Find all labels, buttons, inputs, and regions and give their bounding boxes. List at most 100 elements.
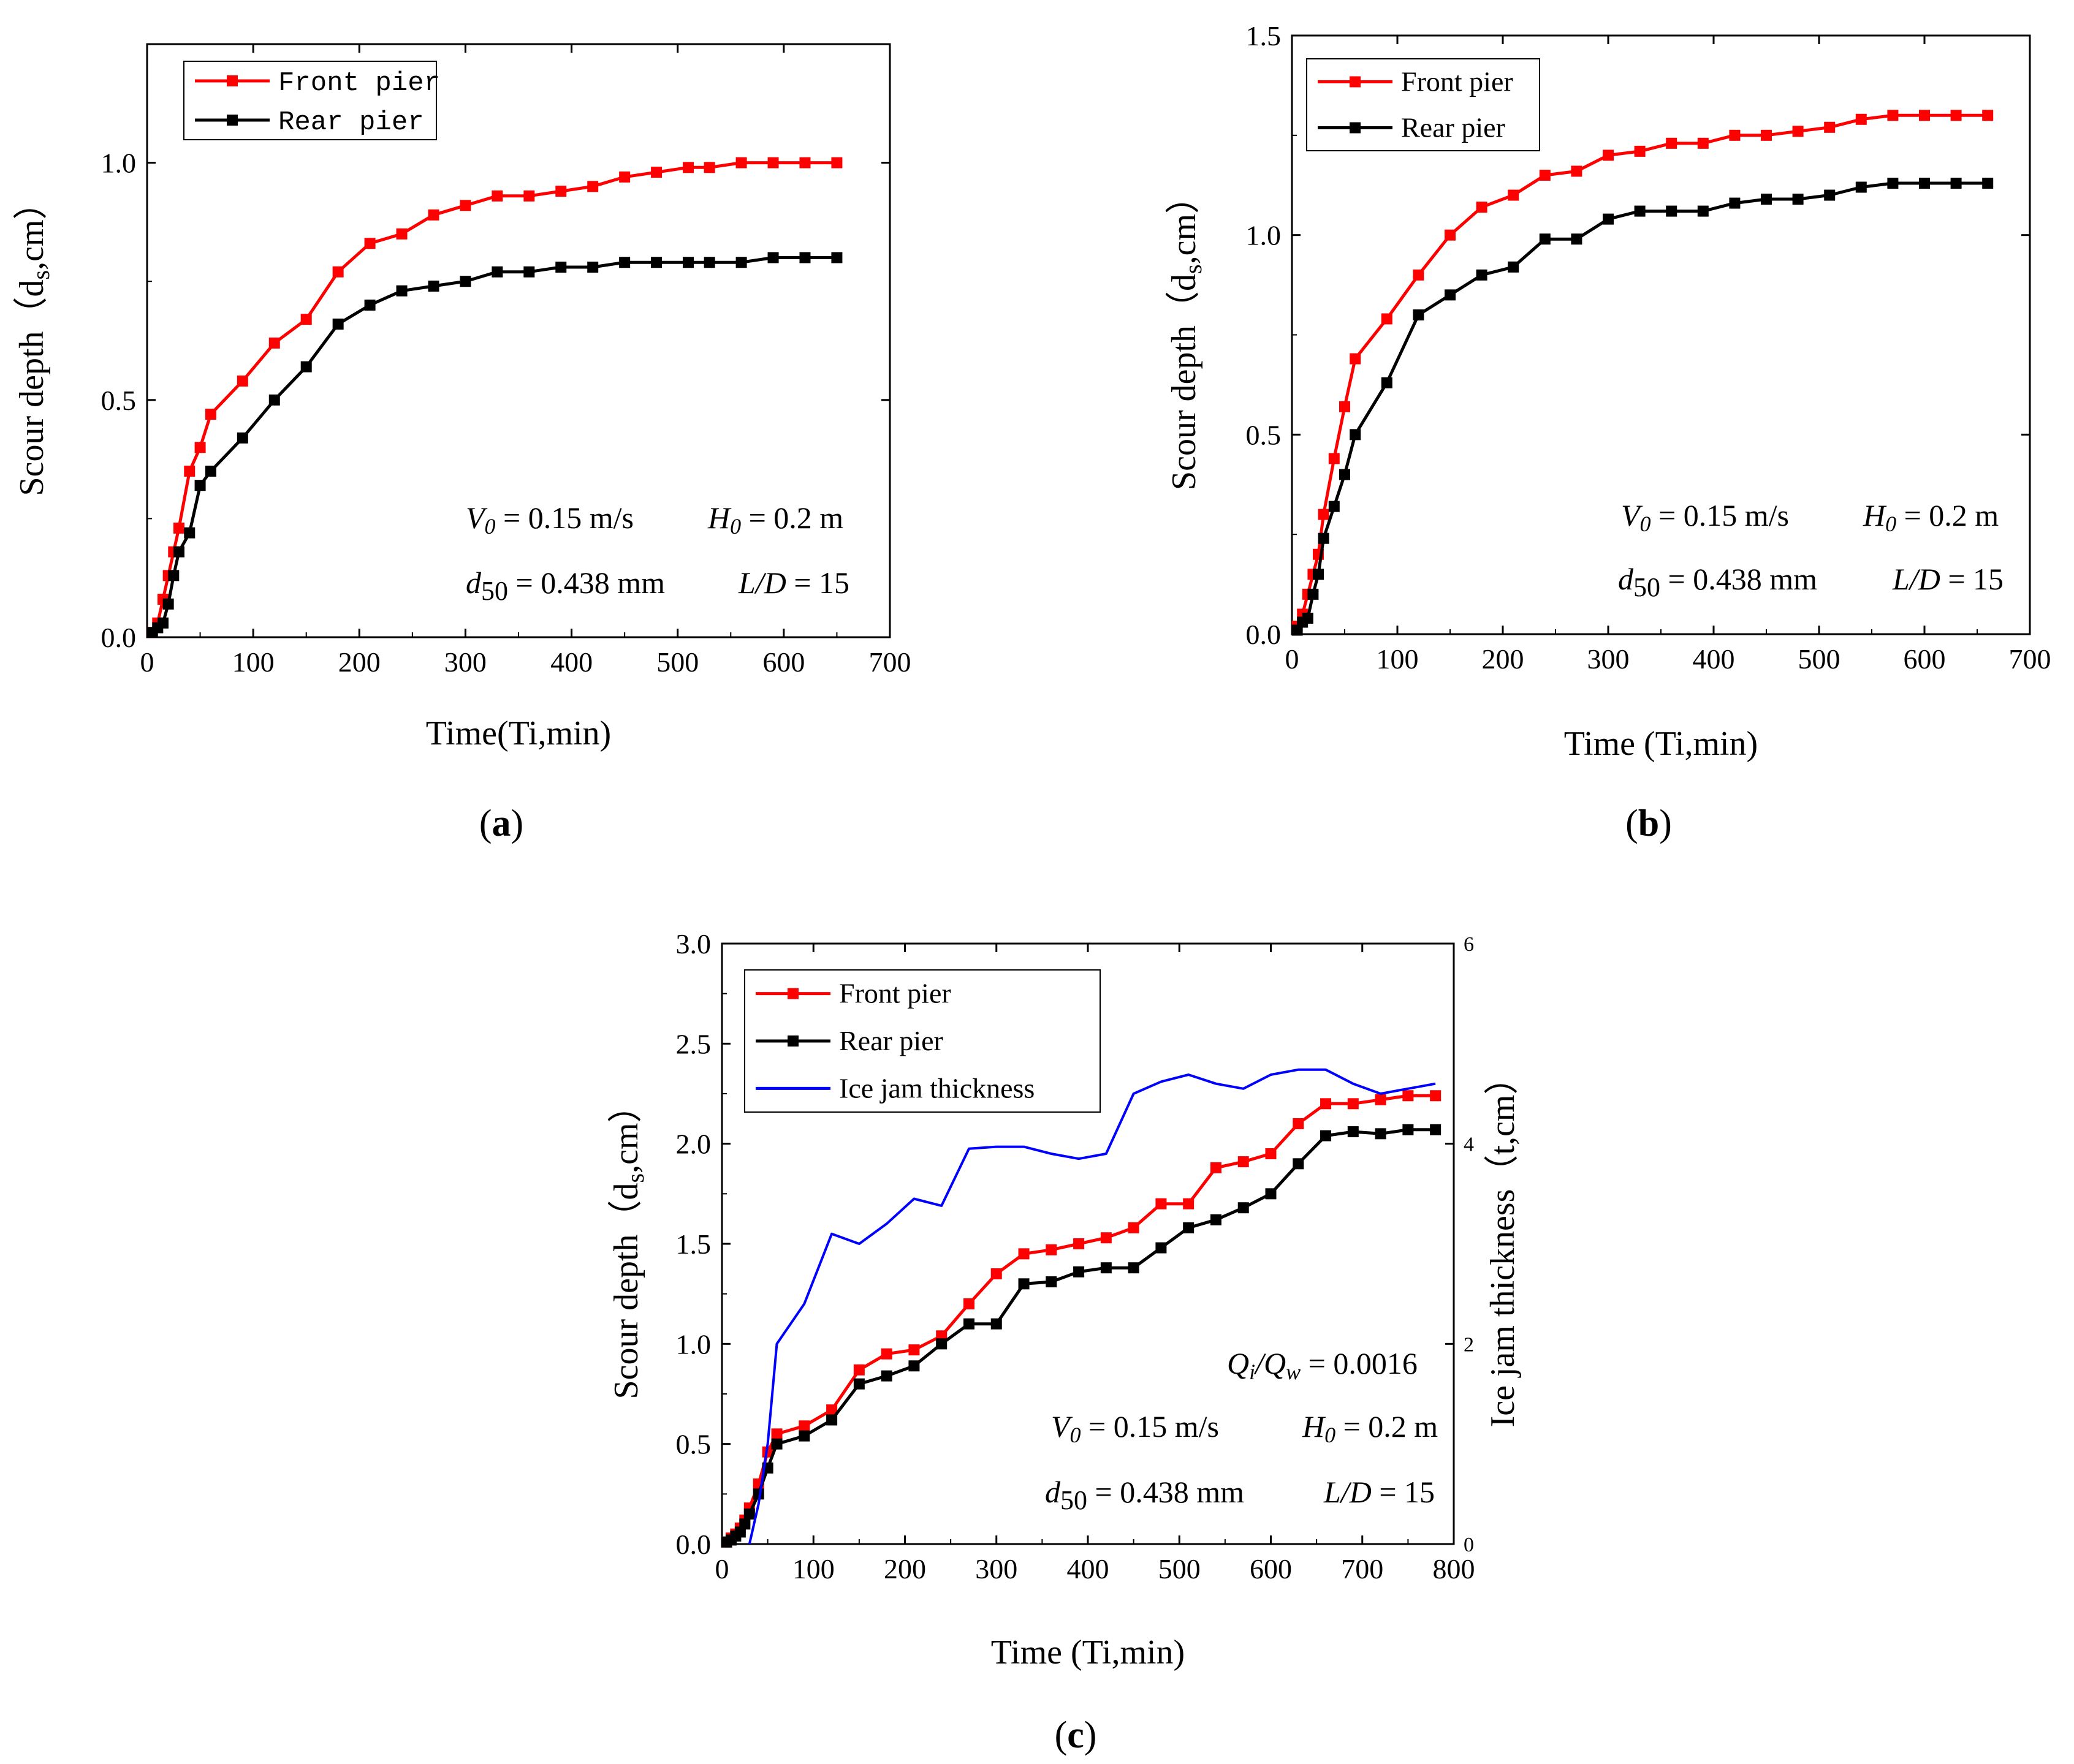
x-tick-label-a-0: 0	[140, 646, 154, 678]
data-point-c-rear-pier-21	[1128, 1262, 1139, 1274]
chart-panel-b: 0 100 200 300 400 500 600 7000.00.51.01.5Front …	[1165, 20, 2051, 763]
data-point-c-rear-pier-10	[826, 1414, 838, 1426]
data-point-a-front-pier-18	[523, 190, 535, 202]
data-point-b-rear-pier-6	[1328, 501, 1340, 512]
data-point-a-rear-pier-7	[194, 480, 206, 491]
data-point-c-rear-pier-12	[881, 1370, 892, 1382]
annotation-h-sub-a: 0	[730, 514, 741, 539]
annotation-h-sub-b: 0	[1885, 512, 1896, 536]
data-point-c-front-pier-15	[963, 1298, 974, 1309]
data-point-b-rear-pier-11	[1445, 289, 1456, 301]
data-point-c-front-pier-8	[771, 1428, 783, 1440]
x-tick-label-a-7: 700	[869, 646, 911, 678]
data-point-b-rear-pier-15	[1571, 233, 1582, 245]
y-axis-title-c: Scour depth（ds,cm）	[607, 1088, 649, 1399]
y-axis-title-right-c: Ice jam thickness（t,cm）	[1484, 1061, 1522, 1428]
data-point-b-rear-pier-5	[1318, 532, 1329, 544]
data-point-a-rear-pier-27	[799, 252, 811, 263]
series-line-c-ice-jam-thickness	[748, 1068, 1436, 1545]
data-point-b-front-pier-26	[1919, 110, 1930, 121]
data-point-c-rear-pier-24	[1210, 1214, 1221, 1225]
data-point-a-front-pier-7	[194, 442, 206, 453]
data-point-a-rear-pier-10	[268, 394, 280, 406]
data-point-a-rear-pier-11	[300, 361, 312, 373]
data-point-b-rear-pier-22	[1792, 194, 1804, 205]
data-point-a-rear-pier-15	[428, 280, 439, 292]
annotation-ld-label-a: L/D	[738, 566, 786, 600]
y-tick-label-a-0: 0.0	[101, 622, 137, 653]
data-point-b-front-pier-16	[1603, 150, 1614, 161]
x-tick-label-c-1: 100	[792, 1553, 835, 1584]
data-point-b-front-pier-5	[1318, 509, 1329, 520]
annotation-h-sub-c: 0	[1324, 1423, 1335, 1447]
data-point-c-rear-pier-25	[1237, 1202, 1249, 1214]
data-point-a-rear-pier-2	[157, 617, 169, 629]
annotation-v-a: V	[466, 501, 488, 535]
data-point-b-rear-pier-17	[1634, 205, 1646, 217]
data-point-a-rear-pier-22	[651, 257, 663, 268]
data-point-c-front-pier-18	[1046, 1244, 1057, 1255]
x-tick-label-b-3: 300	[1587, 643, 1630, 675]
annotation-d-sub-b: 50	[1633, 572, 1660, 602]
data-point-a-front-pier-6	[184, 465, 196, 477]
data-point-b-front-pier-27	[1950, 110, 1962, 121]
data-point-c-rear-pier-30	[1375, 1128, 1386, 1140]
data-point-c-rear-pier-16	[990, 1318, 1002, 1330]
data-point-c-front-pier-22	[1155, 1198, 1167, 1209]
x-axis-title-a: Time(Ti,min)	[426, 714, 611, 752]
data-point-b-rear-pier-18	[1666, 205, 1677, 217]
data-point-c-rear-pier-20	[1100, 1262, 1112, 1274]
data-point-a-front-pier-23	[683, 162, 694, 173]
data-point-a-rear-pier-8	[205, 465, 216, 477]
data-point-c-front-pier-29	[1347, 1098, 1359, 1110]
annotation-v-b: V	[1621, 498, 1643, 532]
data-point-a-rear-pier-4	[168, 570, 180, 581]
data-point-b-front-pier-22	[1792, 126, 1804, 137]
annotation-d-b: d	[1618, 562, 1634, 596]
x-tick-label-a-6: 600	[762, 646, 805, 678]
annotation-ld-val-a: = 15	[786, 566, 849, 600]
x-tick-label-c-4: 400	[1067, 1553, 1109, 1584]
legend-label-a-1: Rear pier	[278, 107, 424, 138]
y-axis-title-tail-b: ,cm）	[1165, 180, 1203, 264]
y-axis-title-tail-a: ,cm）	[13, 185, 51, 270]
annotation-q-c: Q	[1227, 1346, 1249, 1380]
legend-label-c-1: Rear pier	[839, 1025, 943, 1056]
annotation-velocity-b: V0 = 0.15 m/s	[1621, 498, 1789, 536]
x-tick-label-b-0: 0	[1285, 643, 1299, 675]
data-point-c-front-pier-11	[853, 1364, 865, 1376]
annotation-ld-a: L/D = 15	[738, 566, 849, 600]
data-point-b-front-pier-21	[1761, 129, 1772, 141]
y-tick-label-c-5: 2.5	[676, 1028, 712, 1059]
data-point-a-front-pier-15	[428, 209, 439, 221]
data-point-c-front-pier-32	[1430, 1090, 1442, 1102]
y-axis-title-a: Scour depth（ds,cm）	[13, 185, 55, 496]
data-point-a-rear-pier-14	[396, 285, 408, 297]
annotation-ld-val-b: = 15	[1940, 562, 2004, 596]
data-point-c-front-pier-16	[990, 1268, 1002, 1279]
data-point-b-front-pier-23	[1824, 121, 1836, 133]
data-point-c-front-pier-30	[1375, 1094, 1386, 1105]
data-point-a-front-pier-27	[799, 157, 811, 168]
data-point-a-front-pier-22	[651, 167, 663, 178]
data-point-c-front-pier-12	[881, 1348, 892, 1360]
y-right-tick-label-c-0: 0	[1464, 1534, 1474, 1556]
data-point-b-rear-pier-4	[1313, 569, 1324, 580]
data-point-b-rear-pier-3	[1307, 588, 1319, 600]
data-point-a-rear-pier-23	[683, 257, 694, 268]
x-tick-label-a-5: 500	[656, 646, 699, 678]
annotation-h-val-a: = 0.2 m	[741, 501, 843, 535]
data-point-b-front-pier-11	[1445, 229, 1456, 241]
data-point-b-front-pier-24	[1855, 113, 1867, 125]
data-point-c-rear-pier-29	[1347, 1126, 1359, 1138]
data-point-a-rear-pier-21	[619, 257, 631, 268]
annotation-d-a: d	[466, 566, 482, 600]
data-point-b-front-pier-14	[1539, 169, 1551, 181]
data-point-a-front-pier-8	[205, 409, 216, 420]
data-point-c-front-pier-25	[1237, 1156, 1249, 1168]
y-axis-title-tail-c: ,cm）	[607, 1088, 645, 1173]
data-point-a-rear-pier-9	[237, 432, 248, 444]
x-tick-label-b-7: 700	[2009, 643, 2051, 675]
x-tick-label-b-5: 500	[1798, 643, 1840, 675]
data-point-b-rear-pier-19	[1697, 205, 1709, 217]
